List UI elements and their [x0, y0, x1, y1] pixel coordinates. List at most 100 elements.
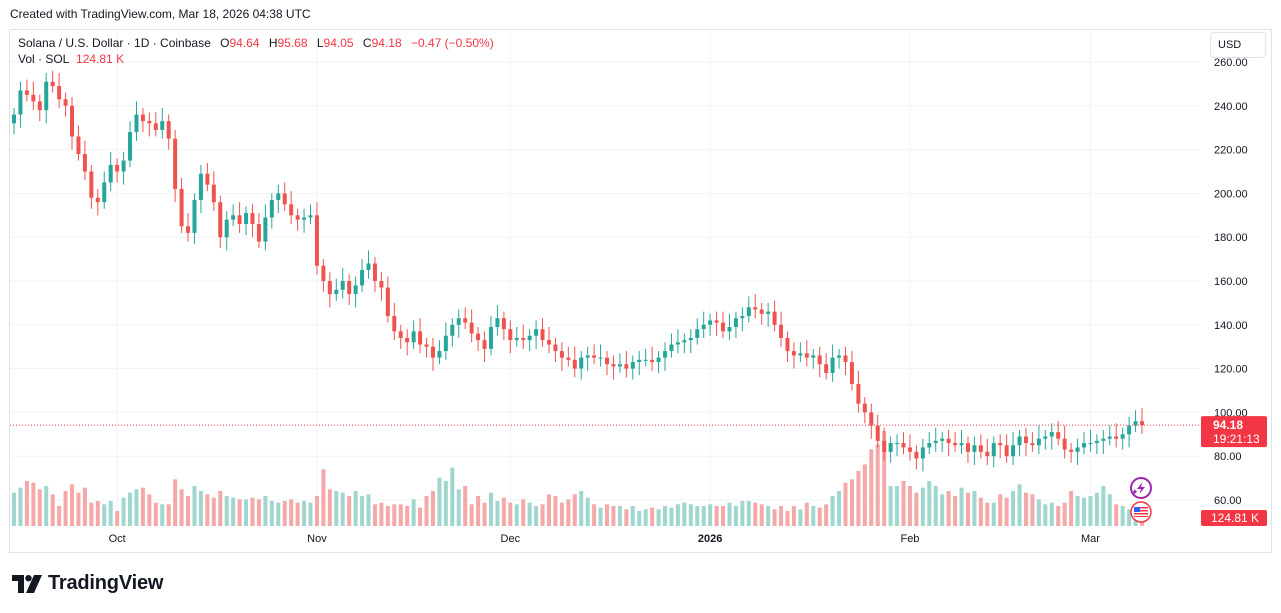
candle: [89, 171, 94, 198]
candle: [605, 357, 610, 365]
volume-bar: [946, 491, 951, 526]
volume-bar: [985, 502, 990, 526]
open-value: 94.64: [229, 36, 260, 50]
volume-bar: [347, 496, 352, 526]
volume-bar: [57, 506, 62, 526]
volume-bar: [824, 504, 829, 526]
volume-bar: [250, 497, 255, 526]
volume-bar: [862, 464, 867, 526]
candle: [1030, 443, 1035, 446]
volume-bar: [907, 486, 912, 526]
volume-bar: [231, 497, 236, 526]
candle: [817, 355, 822, 365]
candle: [418, 331, 423, 345]
candle: [740, 316, 745, 319]
volume-bar: [895, 486, 900, 526]
candle: [830, 357, 835, 373]
volume-bar: [798, 509, 803, 526]
volume-bar: [791, 506, 796, 526]
candle: [514, 337, 519, 341]
volume-bar: [837, 491, 842, 526]
candle: [443, 335, 448, 352]
candle: [1114, 436, 1119, 439]
volume-bar: [701, 506, 706, 526]
volume-bar: [843, 482, 848, 526]
volume-bar: [605, 504, 610, 526]
candle: [1075, 447, 1080, 452]
candle: [695, 329, 700, 338]
volume-bar: [875, 444, 880, 526]
candle: [456, 318, 461, 325]
volume-bar: [82, 487, 87, 526]
candle: [1062, 438, 1067, 450]
volume-bar: [572, 494, 577, 526]
candle: [12, 114, 16, 124]
volume-bar: [953, 496, 958, 526]
candle: [804, 353, 809, 358]
candle: [153, 123, 158, 130]
candle: [1133, 421, 1138, 426]
volume-bar: [933, 486, 938, 526]
candle: [779, 324, 784, 338]
candle: [875, 425, 880, 441]
lightning-icon[interactable]: [1130, 477, 1152, 499]
volume-bar: [263, 496, 268, 526]
volume-bar: [353, 491, 358, 526]
volume-bar: [1081, 497, 1086, 526]
candle: [147, 121, 152, 124]
candle: [1069, 449, 1074, 452]
candle: [70, 105, 75, 137]
candle: [295, 215, 300, 220]
candle: [334, 289, 339, 295]
volume-bar: [18, 487, 23, 526]
volume-bar: [785, 511, 790, 526]
candle: [50, 81, 55, 87]
candle: [746, 307, 751, 317]
volume-bar: [269, 501, 274, 526]
price-tag-value: 94.18: [1213, 418, 1243, 432]
candle: [940, 438, 945, 441]
volume-bar: [488, 492, 493, 526]
volume-bar: [334, 491, 339, 526]
volume-bar: [302, 501, 307, 526]
candle: [824, 364, 829, 373]
volume-bar: [669, 507, 674, 526]
candle: [302, 217, 307, 220]
close-value: 94.18: [371, 36, 402, 50]
candle: [488, 326, 493, 349]
candle: [785, 337, 790, 352]
volume-bar: [379, 502, 384, 526]
currency-button[interactable]: USD: [1210, 32, 1266, 58]
volume-bar: [1023, 492, 1028, 526]
candle: [862, 403, 867, 413]
volume-bar: [179, 489, 184, 526]
volume-bar: [418, 507, 423, 526]
candle: [508, 329, 513, 341]
candle: [31, 94, 36, 102]
candle: [63, 99, 68, 106]
candle: [198, 173, 203, 200]
volume-bar: [663, 506, 668, 526]
y-tick-label: 240.00: [1214, 101, 1248, 113]
candle: [708, 320, 713, 325]
volume-bar: [901, 481, 906, 526]
candle: [482, 340, 487, 349]
volume-bar: [482, 502, 487, 526]
volume-bar: [276, 502, 281, 526]
us-flag-icon[interactable]: [1130, 501, 1152, 523]
volume-bar: [534, 506, 539, 526]
candle: [37, 101, 42, 111]
volume-bar: [1075, 496, 1080, 526]
candle: [656, 357, 661, 363]
volume-legend: Vol · SOL 124.81 K: [18, 51, 124, 67]
volume-bar: [50, 494, 55, 526]
candle: [231, 215, 236, 220]
volume-bar: [424, 496, 429, 526]
volume-bar: [12, 492, 16, 526]
candle: [82, 153, 87, 172]
volume-bar: [920, 487, 925, 526]
candle: [856, 383, 861, 404]
volume-bar: [888, 486, 893, 526]
candle: [192, 199, 197, 233]
